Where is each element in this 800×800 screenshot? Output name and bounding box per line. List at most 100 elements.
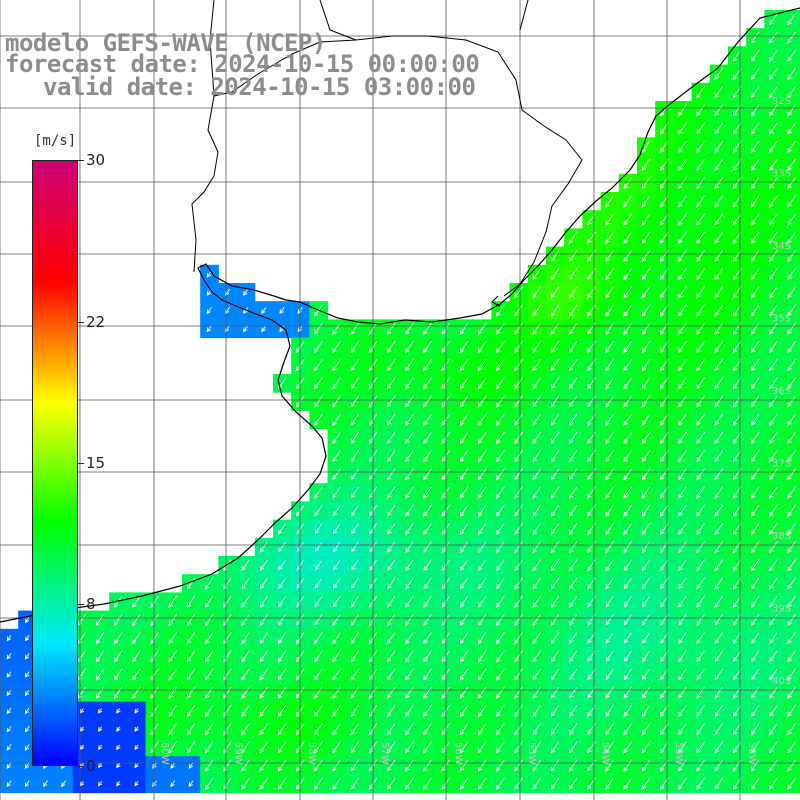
wind-arrow (550, 304, 560, 317)
wind-arrow (279, 325, 285, 333)
wind-arrow (750, 450, 760, 463)
wind-arrow (405, 632, 414, 645)
wind-arrow (787, 759, 796, 772)
wind-arrow (350, 704, 360, 718)
wind-arrow (769, 377, 778, 390)
wind-arrow (714, 104, 724, 117)
wind-arrow (714, 741, 724, 754)
wind-arrow (477, 668, 487, 681)
wind-arrow (605, 450, 614, 463)
wind-arrow (423, 741, 432, 754)
wind-arrow (550, 395, 560, 408)
wind-arrow (568, 249, 578, 263)
wind-arrow (714, 777, 724, 790)
wind-arrow (714, 86, 724, 99)
wind-arrow (496, 541, 505, 553)
wind-arrow (459, 650, 469, 663)
wind-arrow (386, 686, 396, 699)
wind-arrow (386, 395, 396, 408)
wind-arrow (423, 377, 432, 390)
wind-arrow (459, 395, 469, 408)
wind-arrow (532, 268, 542, 281)
wind-arrow (787, 704, 796, 718)
wind-arrow (550, 741, 560, 754)
wind-arrow (696, 359, 705, 372)
wind-speed-cells (0, 10, 800, 794)
wind-arrow (405, 359, 414, 372)
wind-arrow (714, 158, 724, 172)
wind-arrow (623, 450, 633, 463)
wind-arrow (641, 195, 651, 208)
wind-arrow (641, 668, 651, 681)
wind-arrow (714, 304, 724, 317)
wind-arrow (532, 668, 542, 681)
wind-arrow (568, 431, 578, 445)
wind-arrow (623, 195, 633, 208)
wind-arrow (405, 595, 414, 608)
wind-arrow (204, 632, 214, 645)
wind-arrow (787, 486, 796, 499)
longitude-label: 58W (306, 742, 317, 765)
wind-arrow (496, 523, 505, 535)
wind-arrow (241, 704, 250, 718)
wind-arrow (769, 723, 778, 736)
wind-arrow (751, 705, 760, 717)
wind-arrow (496, 450, 505, 463)
wind-arrow (750, 431, 760, 445)
wind-arrow (769, 86, 778, 99)
wind-arrow (696, 632, 705, 645)
wind-arrow (532, 632, 542, 645)
wind-arrow (769, 322, 778, 335)
wind-arrow (206, 307, 212, 315)
wind-arrow (678, 359, 687, 372)
wind-arrow (387, 559, 396, 571)
wind-arrow (6, 653, 12, 660)
wind-arrow (787, 395, 796, 408)
wind-arrow (386, 704, 396, 718)
wind-arrow (750, 213, 760, 226)
wind-arrow (787, 286, 796, 299)
wind-arrow (532, 741, 542, 754)
wind-arrow (423, 595, 432, 608)
wind-arrow (423, 559, 432, 572)
wind-arrow (150, 595, 159, 608)
title-valid-date: valid date: 2024-10-15 03:00:00 (43, 73, 476, 101)
wind-arrow (696, 286, 705, 299)
wind-arrow (496, 504, 505, 517)
wind-arrow (350, 413, 360, 426)
wind-arrow (332, 431, 341, 445)
wind-arrow (750, 741, 760, 754)
wind-arrow (641, 322, 651, 335)
wind-arrow (787, 122, 796, 135)
wind-arrow (696, 650, 705, 663)
wind-arrow (532, 486, 542, 499)
wind-arrow (113, 686, 123, 699)
colorbar (32, 160, 78, 766)
wind-arrow (459, 486, 469, 499)
wind-arrow (332, 578, 341, 589)
wind-arrow (678, 468, 687, 481)
wind-arrow (116, 781, 121, 787)
wind-arrow (405, 559, 414, 572)
wind-arrow (550, 450, 560, 463)
wind-arrow (751, 632, 760, 644)
wind-arrow (605, 596, 614, 608)
wind-arrow (732, 650, 742, 663)
wind-arrow (350, 468, 360, 481)
latitude-label: 39S (772, 604, 791, 615)
wind-arrow (405, 741, 414, 754)
wind-arrow (605, 723, 614, 736)
wind-arrow (350, 578, 359, 590)
wind-arrow (641, 686, 651, 699)
wind-arrow (750, 468, 760, 481)
wind-arrow (623, 268, 633, 281)
wind-arrow (314, 560, 322, 571)
wind-arrow (477, 322, 487, 335)
wind-arrow (278, 578, 286, 589)
wind-arrow (678, 632, 687, 644)
wind-arrow (750, 268, 760, 281)
wind-arrow (259, 614, 268, 626)
wind-arrow (423, 614, 432, 626)
wind-arrow (496, 359, 505, 372)
wind-arrow (132, 613, 141, 627)
